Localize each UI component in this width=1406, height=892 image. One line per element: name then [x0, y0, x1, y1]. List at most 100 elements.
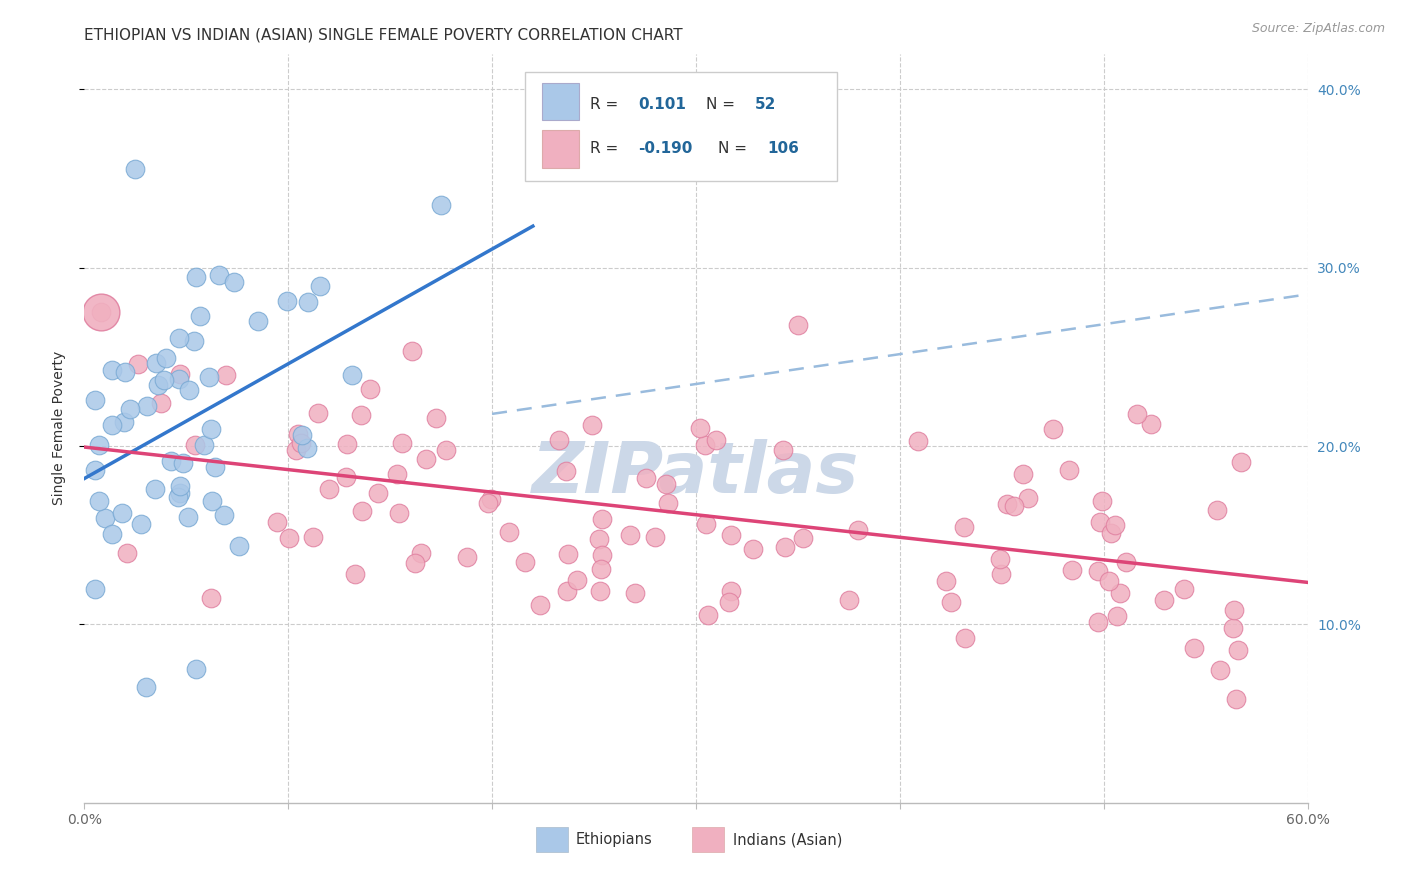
Point — [308, 278, 330, 293]
Point — [434, 442, 457, 457]
Point — [285, 443, 308, 458]
Point — [143, 483, 166, 497]
Point — [589, 584, 612, 599]
Text: -0.190: -0.190 — [638, 141, 693, 156]
Point — [1099, 526, 1122, 541]
Point — [391, 436, 413, 450]
Point — [201, 494, 224, 508]
Point — [183, 334, 205, 349]
Point — [655, 477, 678, 491]
Point — [172, 456, 194, 470]
Point — [307, 406, 329, 420]
Point — [529, 598, 551, 612]
Point — [1088, 515, 1111, 529]
Point — [359, 383, 381, 397]
Point — [1227, 643, 1250, 657]
Point — [124, 162, 146, 177]
Text: Source: ZipAtlas.com: Source: ZipAtlas.com — [1251, 22, 1385, 36]
Point — [477, 495, 499, 509]
Point — [160, 453, 183, 467]
Point — [557, 584, 579, 599]
FancyBboxPatch shape — [692, 827, 724, 852]
Point — [479, 491, 502, 506]
Point — [385, 467, 408, 481]
Point — [990, 567, 1012, 582]
Point — [557, 547, 579, 561]
Point — [1098, 574, 1121, 589]
Point — [1059, 462, 1081, 476]
Text: R =: R = — [589, 141, 617, 156]
Point — [101, 417, 124, 432]
Point — [290, 435, 312, 450]
Point — [430, 198, 453, 212]
Text: N =: N = — [718, 141, 747, 156]
Point — [208, 268, 231, 283]
Point — [114, 365, 136, 379]
Point — [198, 370, 221, 384]
Point — [415, 452, 437, 467]
Point — [204, 460, 226, 475]
FancyBboxPatch shape — [536, 827, 568, 852]
Point — [1206, 502, 1229, 516]
Point — [87, 494, 110, 508]
Point — [167, 331, 190, 345]
Point — [246, 314, 269, 328]
Point — [297, 294, 319, 309]
Point — [335, 470, 357, 484]
Point — [696, 608, 718, 623]
Point — [301, 530, 323, 544]
Point — [90, 305, 112, 319]
FancyBboxPatch shape — [541, 83, 578, 120]
Point — [718, 594, 741, 608]
Point — [1223, 603, 1246, 617]
Point — [591, 548, 613, 562]
Point — [1042, 422, 1064, 436]
Point — [995, 497, 1018, 511]
Point — [787, 318, 810, 332]
Y-axis label: Single Female Poverty: Single Female Poverty — [52, 351, 66, 505]
Point — [350, 504, 373, 518]
Point — [792, 531, 814, 545]
Point — [83, 582, 105, 596]
Point — [222, 275, 245, 289]
Point — [155, 351, 177, 366]
Point — [120, 402, 142, 417]
Point — [720, 528, 742, 542]
Point — [146, 377, 169, 392]
Point — [388, 506, 411, 520]
Point — [1209, 663, 1232, 677]
FancyBboxPatch shape — [524, 72, 837, 181]
Point — [591, 562, 613, 576]
Point — [588, 533, 610, 547]
Point — [90, 305, 112, 319]
Point — [548, 434, 571, 448]
Point — [1140, 417, 1163, 431]
Point — [1060, 563, 1083, 577]
Point — [619, 527, 641, 541]
Point — [401, 344, 423, 359]
Point — [634, 471, 657, 485]
Point — [336, 437, 359, 451]
Point — [773, 540, 796, 554]
Point — [693, 438, 716, 452]
Text: N =: N = — [706, 97, 735, 112]
Point — [1222, 621, 1244, 635]
Point — [1173, 582, 1195, 596]
Point — [1012, 467, 1035, 482]
Point — [176, 510, 198, 524]
Text: 52: 52 — [755, 97, 776, 112]
Point — [200, 422, 222, 436]
Text: R =: R = — [589, 97, 617, 112]
Point — [129, 516, 152, 531]
Point — [1229, 455, 1251, 469]
FancyBboxPatch shape — [541, 130, 578, 168]
Point — [1109, 585, 1132, 599]
Point — [1182, 641, 1205, 656]
Point — [169, 486, 191, 500]
Point — [340, 368, 363, 382]
Point — [276, 294, 298, 309]
Point — [1091, 494, 1114, 508]
Point — [266, 515, 288, 529]
Point — [115, 546, 138, 560]
Point — [1017, 491, 1039, 506]
